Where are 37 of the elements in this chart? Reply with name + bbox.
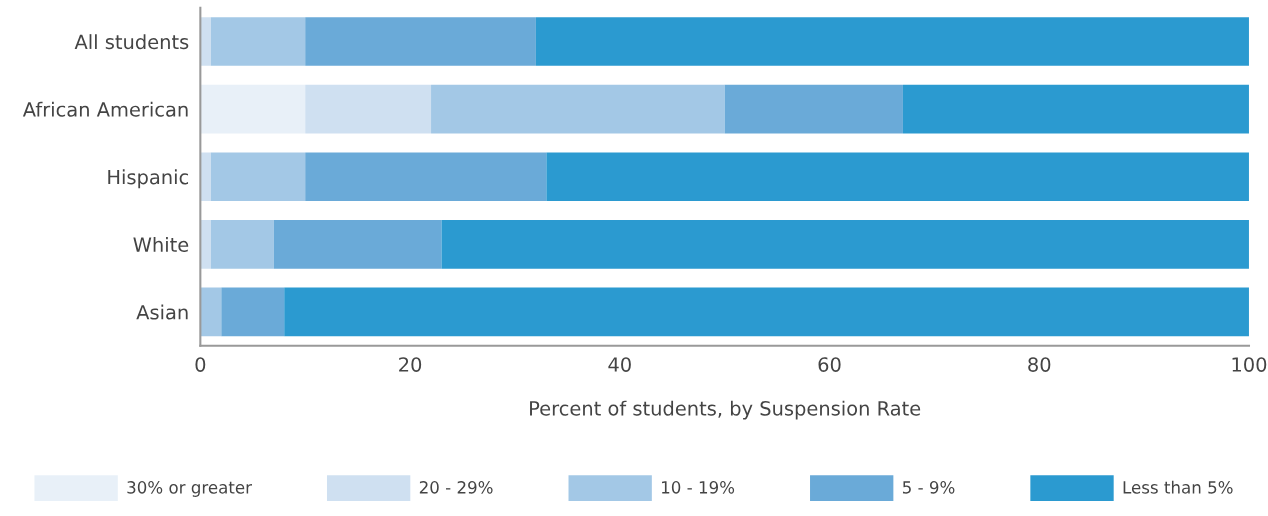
bar xyxy=(305,17,536,66)
bar xyxy=(284,287,1249,337)
bar xyxy=(441,219,1249,269)
legend-label: 20 - 29% xyxy=(419,481,493,494)
x-axis-title: Percent of students, by Suspension Rate xyxy=(530,400,921,420)
bar xyxy=(305,152,547,202)
x-tick-label: 20 xyxy=(399,357,422,372)
bar xyxy=(200,152,211,202)
y-tick-label: Hispanic xyxy=(108,169,189,189)
bar xyxy=(535,17,1249,66)
x-tick-label: 80 xyxy=(1028,357,1051,372)
bar xyxy=(200,84,306,134)
y-tick-label: White xyxy=(133,236,189,252)
y-tick-label: African American xyxy=(22,101,188,117)
y-tick-label: Asian xyxy=(136,304,188,320)
bar xyxy=(210,17,306,66)
bar xyxy=(902,84,1249,134)
bar xyxy=(273,219,442,269)
bar xyxy=(200,219,211,269)
legend-label: 5 - 9% xyxy=(902,481,955,494)
x-tick-label: 100 xyxy=(1232,357,1267,372)
bar xyxy=(546,152,1249,202)
legend-label: Less than 5% xyxy=(1123,480,1233,494)
bar xyxy=(431,84,725,134)
bar xyxy=(724,84,903,134)
bar xyxy=(210,219,274,269)
legend-label: 10 - 19% xyxy=(662,481,735,494)
bar xyxy=(200,17,211,66)
bar xyxy=(200,287,222,337)
x-tick-label: 0 xyxy=(195,357,206,372)
x-tick-label: 40 xyxy=(608,357,631,372)
x-tick-label: 60 xyxy=(818,357,841,372)
legend-label: 30% or greater xyxy=(127,481,252,497)
bar xyxy=(221,287,285,337)
bar xyxy=(305,84,432,134)
y-tick-label: All students xyxy=(74,34,189,50)
bar xyxy=(210,152,306,202)
